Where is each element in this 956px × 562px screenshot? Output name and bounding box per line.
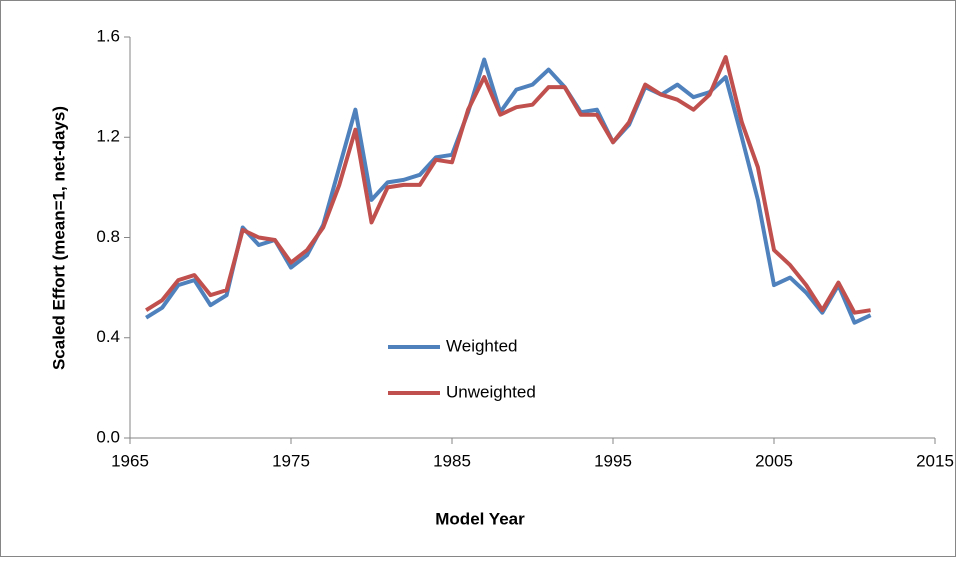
line-series xyxy=(145,55,871,315)
x-tick-label: 1975 xyxy=(272,451,310,470)
legend-label: Weighted xyxy=(446,336,518,355)
x-axis-label: Model Year xyxy=(435,509,525,528)
y-tick-label: 0.0 xyxy=(96,427,120,446)
line-series xyxy=(145,57,872,325)
x-tick-label: 1995 xyxy=(594,451,632,470)
legend-label: Unweighted xyxy=(446,382,536,401)
y-axis-label: Scaled Effort (mean=1, net-days) xyxy=(49,106,68,370)
y-tick-label: 0.4 xyxy=(96,327,120,346)
x-tick-label: 1985 xyxy=(433,451,471,470)
x-tick-label: 2005 xyxy=(755,451,793,470)
y-tick-label: 0.8 xyxy=(96,227,120,246)
x-tick-label: 1965 xyxy=(111,451,149,470)
y-tick-label: 1.6 xyxy=(96,26,120,45)
y-tick-label: 1.2 xyxy=(96,127,120,146)
x-tick-label: 2015 xyxy=(916,451,954,470)
